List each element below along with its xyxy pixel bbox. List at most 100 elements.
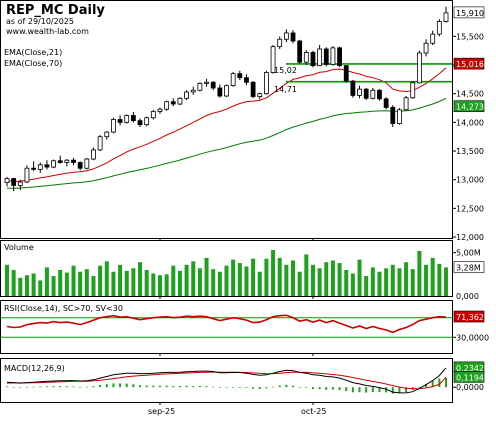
macd-histogram-bar (119, 383, 122, 388)
volume-bar (98, 265, 103, 296)
candle-down (250, 81, 256, 97)
volume-bar (384, 268, 389, 296)
price-tick-label: 13,500 (456, 147, 484, 156)
macd-histogram-bar (238, 387, 241, 388)
macd-layer: 0,0000 (6, 367, 484, 394)
price-tick-label: 14,500 (456, 90, 484, 99)
candle-up (157, 108, 163, 112)
candle-up (436, 21, 442, 35)
candle-down (350, 80, 356, 96)
macd-histogram-bar (325, 387, 328, 390)
volume-bar (330, 260, 335, 296)
macd-histogram-bar (265, 387, 268, 389)
candle-up (416, 52, 422, 84)
candle-down (290, 32, 296, 42)
macd-histogram-bar (298, 387, 301, 388)
volume-bar (78, 271, 83, 296)
volume-pane-frame (0, 240, 453, 297)
candle-up (357, 88, 362, 96)
macd-histogram-bar (32, 386, 35, 388)
price-tick-label: 12,500 (456, 204, 484, 213)
candle-down (210, 81, 216, 89)
candle-up (257, 93, 263, 97)
candle-down (237, 73, 243, 79)
candle-up (397, 109, 402, 124)
volume-bar (257, 271, 262, 296)
candle-up (104, 131, 110, 138)
rsi-layer: 30,0000 (1, 314, 489, 342)
macd-signal-last-badge-box (453, 371, 485, 383)
macd-histogram-bar (351, 387, 354, 393)
candle-up (423, 42, 429, 54)
macd-histogram-bar (331, 387, 334, 390)
candle-down (217, 87, 223, 97)
level-label-1502: 15,02 (274, 66, 297, 75)
macd-histogram-bar (212, 386, 215, 388)
volume-bar (344, 270, 349, 296)
candle-up (430, 33, 436, 44)
chart-subtitle: as of 29/10/2025 (6, 17, 74, 26)
ema21-badge: 15,016 (456, 60, 484, 69)
volume-bar (24, 275, 29, 296)
macd-histogram-bar (371, 387, 374, 393)
candle-up (164, 101, 170, 110)
macd-histogram-bar (65, 386, 68, 388)
candle-up (330, 47, 336, 65)
volume-bar (251, 258, 256, 296)
macd-line (6, 367, 447, 394)
volume-bar (51, 276, 56, 296)
volume-bar (124, 270, 129, 296)
macd-histogram-bar (19, 387, 22, 388)
candles (4, 6, 449, 192)
macd-histogram-bar (92, 386, 95, 388)
candle-up (303, 52, 309, 63)
candle-down (363, 88, 369, 99)
volume-bar (18, 277, 23, 296)
volume-bar (138, 262, 143, 296)
volume-bar (5, 264, 9, 296)
volume-bar (397, 268, 402, 296)
volume-bar (310, 264, 315, 296)
rsi-pane-label: RSI(Close,14), SC>70, SV<30 (4, 304, 123, 313)
macd-histogram-bar (252, 387, 255, 389)
last-close-badge-box (453, 6, 485, 19)
volume-bar (104, 261, 109, 296)
volume-bar (44, 267, 49, 296)
candle-down (130, 115, 136, 122)
macd-histogram-bar (72, 386, 75, 388)
macd-histogram-bar (232, 387, 235, 388)
macd-histogram-bar (438, 378, 441, 388)
candle-up (403, 97, 409, 111)
candle-down (297, 40, 303, 63)
macd-histogram-bar (425, 383, 428, 388)
macd-histogram-bar (311, 387, 314, 390)
volume-bar (317, 268, 322, 296)
macd-histogram-bar (292, 385, 295, 388)
volume-bar (211, 269, 216, 296)
candle-down (337, 47, 342, 67)
candle-up (17, 181, 23, 186)
volume-bar (224, 265, 229, 296)
macd-histogram-bar (12, 386, 15, 388)
price-tick-label: 13,000 (456, 176, 484, 185)
macd-histogram-bar (152, 385, 155, 388)
value-badges: 15,910 15,016 14,273 3,28M 71,3623 0,23420,11… (453, 6, 489, 383)
price-tick-label: 15,500 (456, 32, 484, 41)
volume-bar (71, 265, 76, 296)
macd-histogram-bar (132, 384, 135, 388)
volume-bar (424, 264, 429, 296)
macd-histogram-bar (391, 387, 394, 394)
candle-up (24, 167, 30, 183)
volume-bar (271, 250, 276, 296)
candle-down (244, 77, 249, 83)
candle-up (230, 73, 236, 87)
macd-histogram-bar (245, 387, 248, 388)
x-tick-label: sep-25 (148, 407, 175, 416)
volume-bar (64, 272, 69, 296)
ema70-line (6, 97, 447, 189)
rsi-last-badge-box (453, 310, 485, 323)
indicator-ema70-label: EMA(Close,70) (4, 59, 62, 68)
volume-bar (404, 262, 409, 296)
